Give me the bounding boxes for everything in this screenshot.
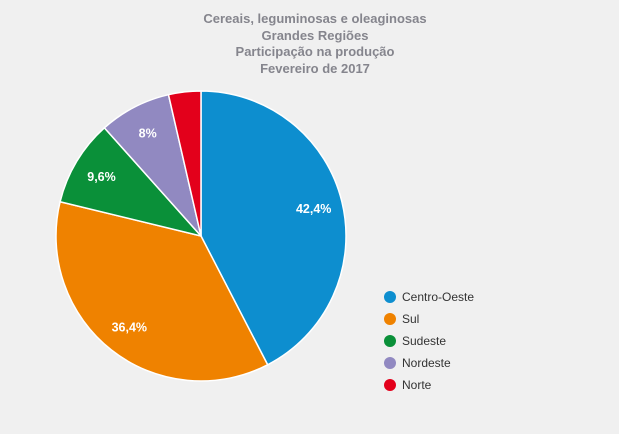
chart-title-line-2: Grandes Regiões [261, 27, 369, 43]
legend-label: Nordeste [402, 356, 451, 370]
legend-label: Norte [402, 378, 432, 392]
pie-slice-sudeste[interactable] [59, 127, 202, 237]
chart-title-line-4: Fevereiro de 2017 [260, 60, 370, 76]
legend-marker-icon [384, 313, 396, 325]
legend-item-sul[interactable]: Sul [384, 308, 474, 330]
pie-slice-norte[interactable] [167, 90, 202, 237]
legend-item-centro-oeste[interactable]: Centro-Oeste [384, 286, 474, 308]
chart-title: Cereais, leguminosas e oleaginosas Grand… [11, 11, 619, 77]
pie-slice-sul[interactable] [55, 200, 269, 382]
pie-slice-label: 36,4% [112, 321, 147, 335]
legend-marker-icon [384, 357, 396, 369]
legend-item-sudeste[interactable]: Sudeste [384, 330, 474, 352]
legend-marker-icon [384, 291, 396, 303]
legend-item-norte[interactable]: Norte [384, 374, 474, 396]
legend-label: Sul [402, 312, 420, 326]
legend-marker-icon [384, 335, 396, 347]
legend-marker-icon [384, 379, 396, 391]
pie-slice-label: 8% [139, 127, 157, 141]
legend-label: Centro-Oeste [402, 290, 475, 304]
chart-title-line-3: Participação na produção [235, 44, 395, 59]
chart-title-line-1: Cereais, leguminosas e oleaginosas [203, 11, 427, 26]
pie-slice-label: 42,4% [296, 202, 331, 216]
legend-label: Sudeste [402, 334, 447, 348]
legend: Centro-Oeste Sul Sudeste Nordeste Norte [384, 286, 474, 396]
legend-item-nordeste[interactable]: Nordeste [384, 352, 474, 374]
pie-slice-centro-oeste[interactable] [200, 90, 347, 366]
pie-slice-label: 9,6% [87, 170, 116, 184]
